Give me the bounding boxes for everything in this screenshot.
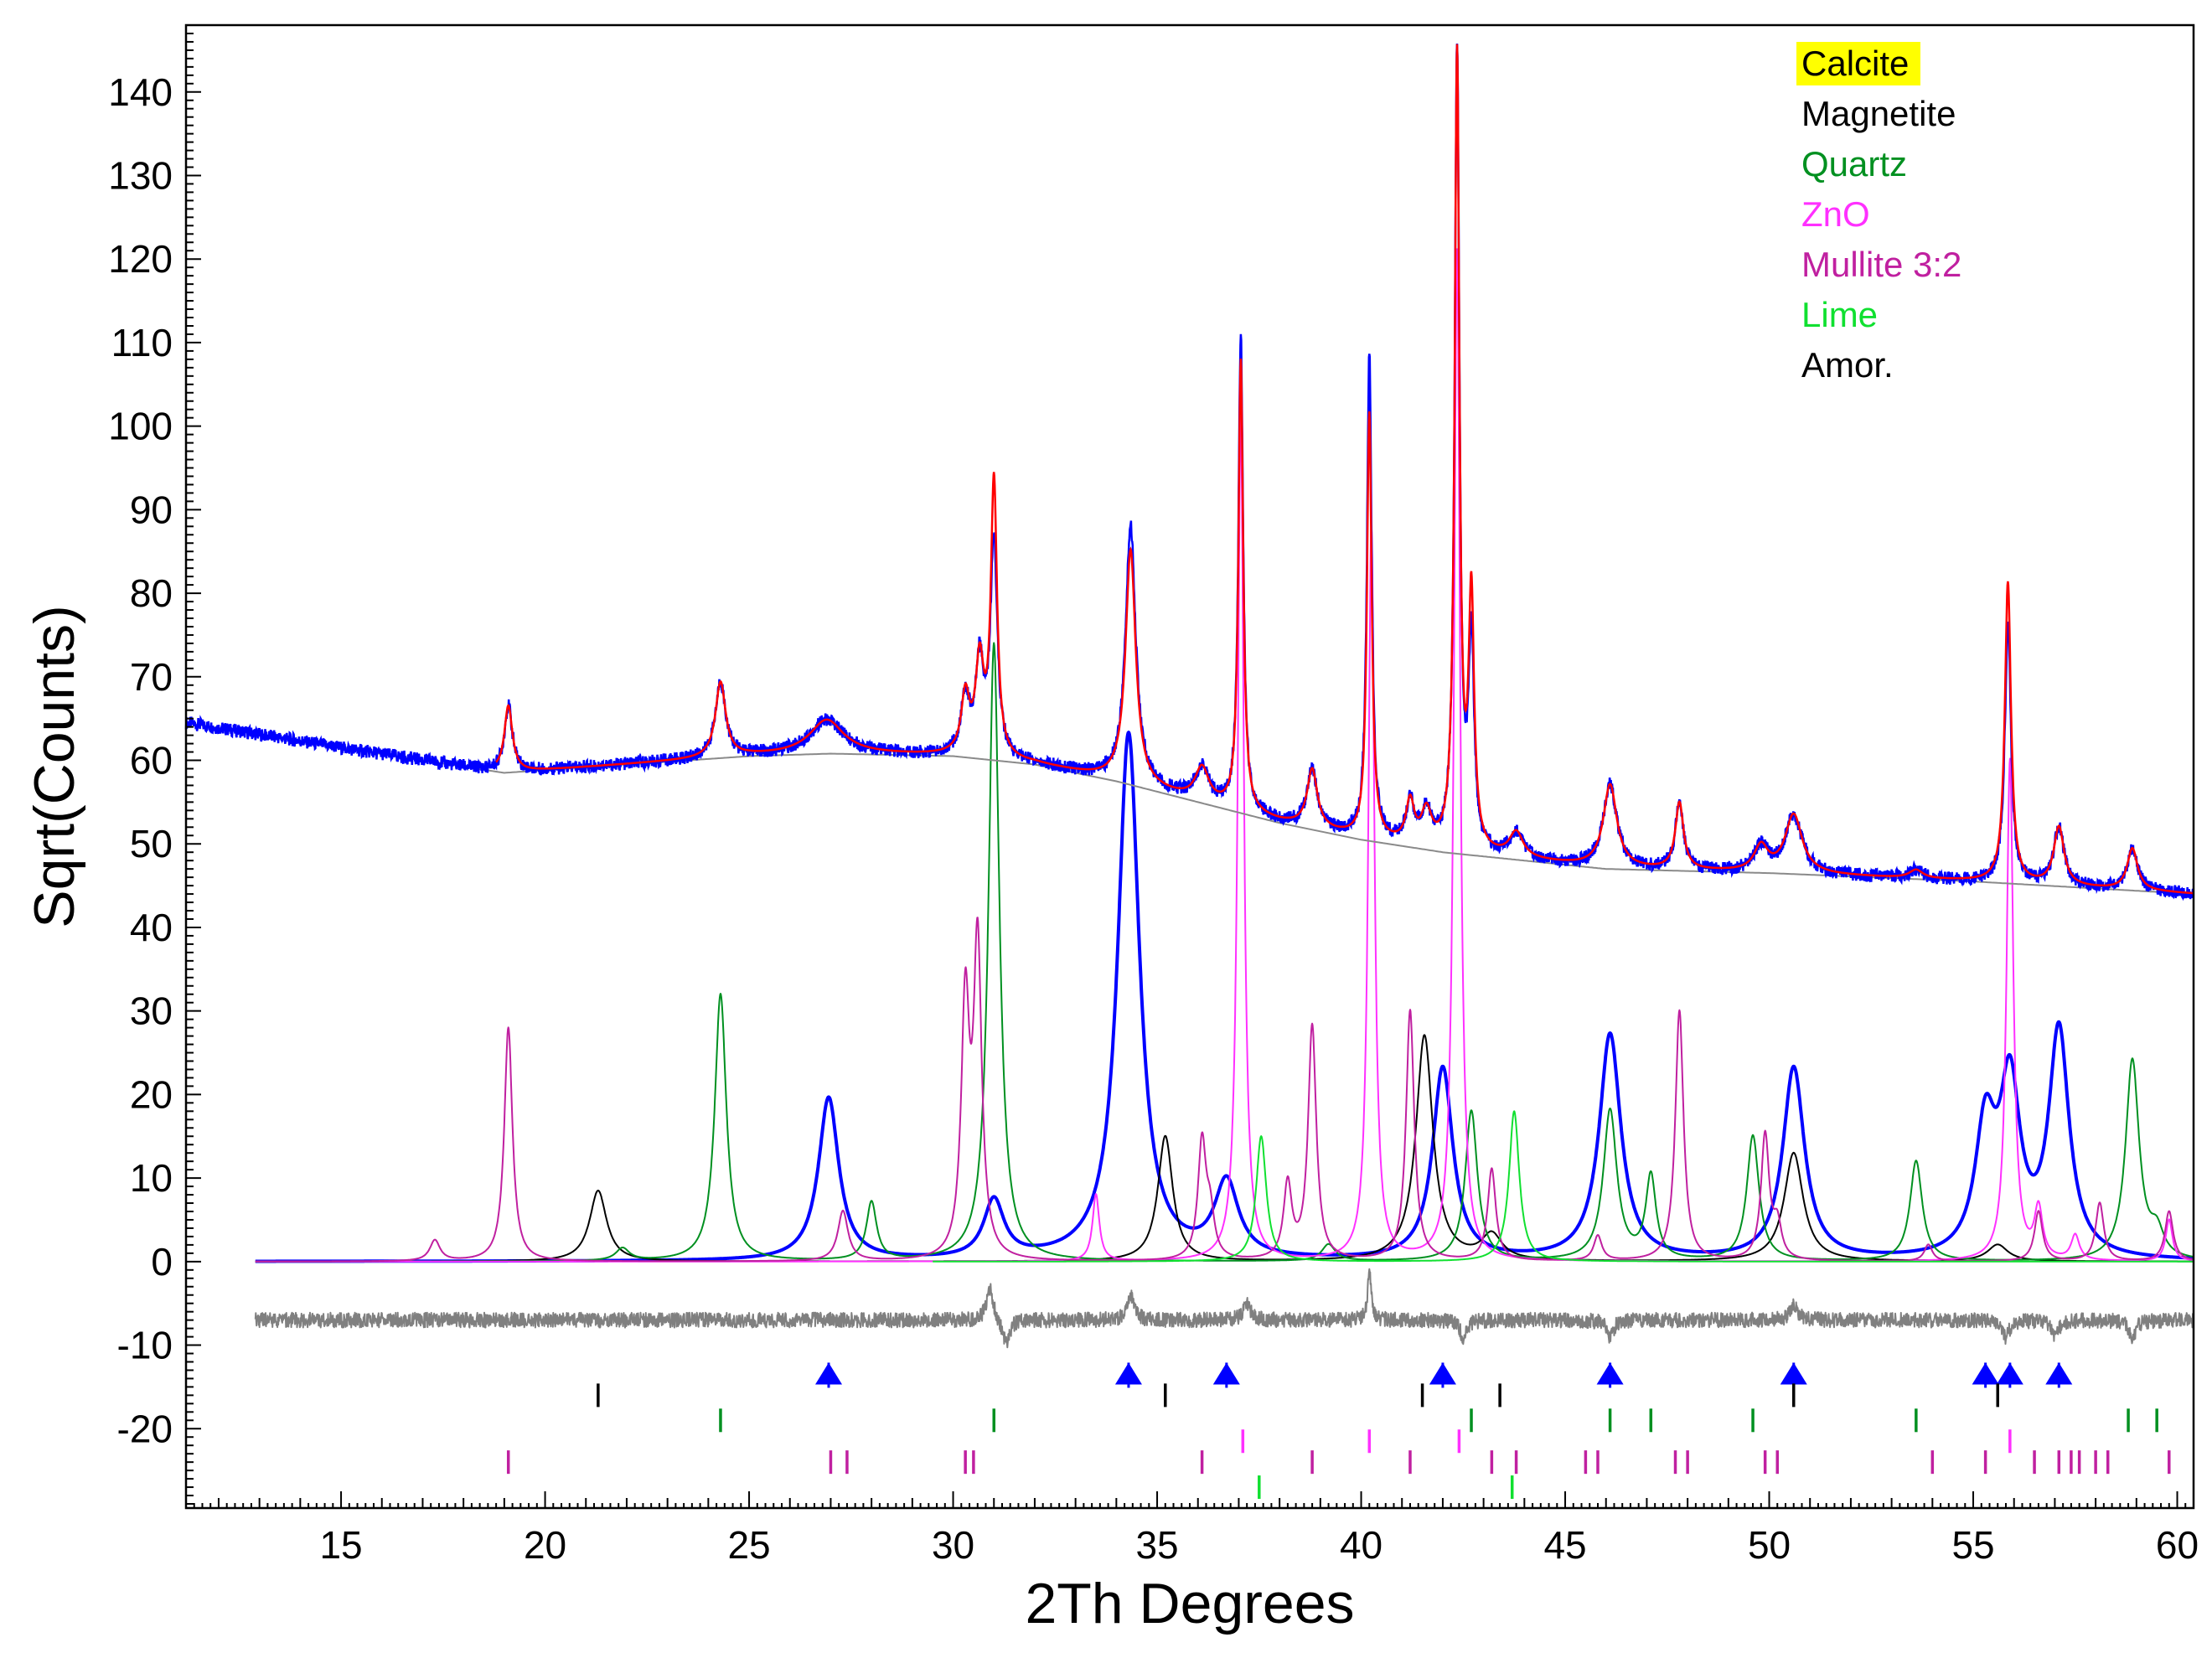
x-tick-label: 55	[1951, 1523, 1994, 1567]
y-axis-label: Sqrt(Counts)	[23, 605, 86, 927]
y-tick-label: 100	[108, 405, 173, 448]
legend: Calcite Magnetite Quartz ZnO Mullite 3:2 Lime…	[1796, 42, 1961, 385]
y-tick-label: 40	[130, 906, 173, 949]
calculated-curve	[495, 44, 2194, 895]
y-tick-label: 0	[151, 1240, 173, 1284]
legend-entry-amor-: Amor.	[1801, 345, 1894, 385]
curves-layer	[184, 44, 2195, 1349]
x-tick-label: 50	[1748, 1523, 1791, 1567]
axes-layer: -20 -10 0 10 20 30 40 50 60 70 80 90 100 110 120 130 140…	[108, 23, 2199, 1567]
y-tick-label: 80	[130, 571, 173, 615]
component-curve-difference	[254, 1268, 2194, 1349]
legend-entry-magnetite: Magnetite	[1801, 94, 1956, 133]
x-tick-label: 20	[524, 1523, 566, 1567]
y-tick-label: 110	[111, 321, 173, 364]
y-tick-label: -20	[117, 1407, 173, 1450]
x-axis-label: 2Th Degrees	[1025, 1572, 1354, 1635]
y-tick-label: 130	[108, 153, 173, 197]
legend-entry-quartz: Quartz	[1801, 144, 1907, 183]
y-tick-label: -10	[117, 1324, 173, 1367]
y-tick-label: 90	[130, 488, 173, 531]
x-tick-label: 15	[319, 1523, 362, 1567]
y-tick-label: 140	[108, 70, 173, 114]
legend-entry-lime: Lime	[1801, 295, 1878, 334]
observed-curve	[184, 44, 2194, 901]
x-tick-label: 30	[932, 1523, 974, 1567]
x-tick-label: 60	[2156, 1523, 2199, 1567]
y-tick-label: 20	[130, 1072, 173, 1116]
y-tick-label: 70	[130, 655, 173, 699]
component-curve-lime	[932, 1110, 2194, 1263]
legend-entry-zno: ZnO	[1801, 194, 1870, 234]
reflection-markers-layer	[506, 1362, 2171, 1500]
legend-entry-calcite: Calcite	[1801, 44, 1909, 83]
y-tick-label: 50	[130, 822, 173, 865]
y-tick-label: 10	[130, 1156, 173, 1200]
legend-entry-mullite-3-2: Mullite 3:2	[1801, 245, 1961, 284]
x-tick-label: 45	[1543, 1523, 1586, 1567]
legend-entry-calcite-highlight	[1796, 42, 1920, 85]
y-tick-label: 60	[130, 739, 173, 783]
x-tick-label: 40	[1340, 1523, 1382, 1567]
y-tick-label: 120	[108, 237, 173, 281]
x-tick-label: 35	[1135, 1523, 1178, 1567]
y-tick-label: 30	[130, 989, 173, 1033]
x-tick-label: 25	[727, 1523, 770, 1567]
